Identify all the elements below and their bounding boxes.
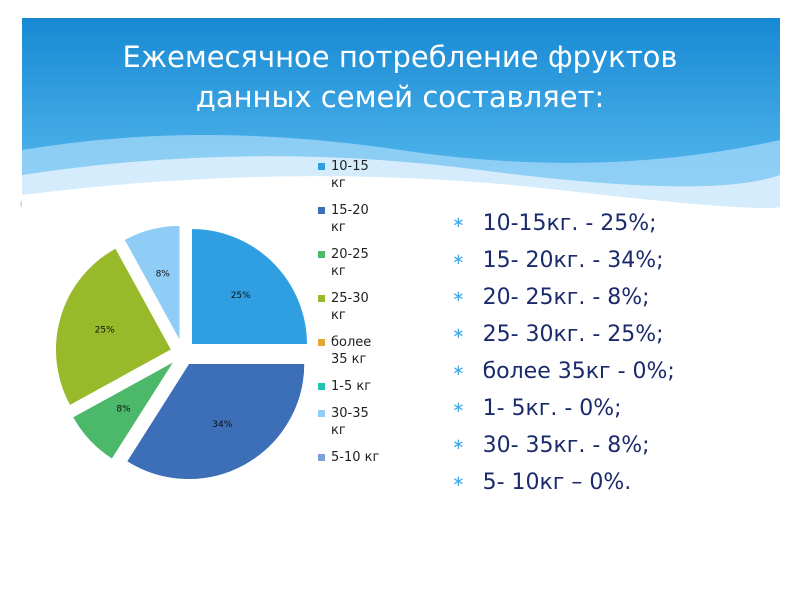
data-label: 8% xyxy=(156,269,171,279)
legend-item: 15-20 кг xyxy=(318,202,383,236)
bullet-list: 10-15кг. - 25%;15- 20кг. - 34%;20- 25кг.… xyxy=(452,204,675,500)
bullet-item: 1- 5кг. - 0%; xyxy=(452,389,675,426)
title: данных семей составляет: xyxy=(195,80,605,114)
bullet-item: 20- 25кг. - 8%; xyxy=(452,278,675,315)
bullet-item: 5- 10кг – 0%. xyxy=(452,463,675,500)
pie-slice xyxy=(125,363,306,480)
data-label: 25% xyxy=(231,291,251,301)
legend-swatch xyxy=(318,251,325,258)
pie-slice xyxy=(190,228,308,346)
legend-label: 20-25 кг xyxy=(331,247,369,279)
legend-label: 5-10 кг xyxy=(331,450,380,465)
legend-item: 20-25 кг xyxy=(318,246,383,280)
pie-chart: 25% 34% 8% 25% 8% xyxy=(55,224,308,480)
legend-item: 5-10 кг xyxy=(318,449,383,466)
legend-item: 30-35 кг xyxy=(318,405,383,439)
legend-swatch xyxy=(318,163,325,170)
legend-item: 10-15 кг xyxy=(318,158,383,192)
legend-label: 10-15 кг xyxy=(331,159,369,191)
legend-label: 15-20 кг xyxy=(331,203,369,235)
bullet-item: 25- 30кг. - 25%; xyxy=(452,315,675,352)
pie-slice xyxy=(71,360,175,460)
legend-swatch xyxy=(318,383,325,390)
title: Ежемесячное потребление фруктов xyxy=(122,40,678,74)
legend-swatch xyxy=(318,410,325,417)
data-label: 25% xyxy=(95,326,115,336)
bullet-item: 10-15кг. - 25%; xyxy=(452,204,675,241)
legend-label: 30-35 кг xyxy=(331,406,369,438)
legend-swatch xyxy=(318,454,325,461)
legend-swatch xyxy=(318,295,325,302)
legend-item: 1-5 кг xyxy=(318,378,383,395)
legend-item: 25-30 кг xyxy=(318,290,383,324)
pie-slice xyxy=(123,224,181,342)
pie-slice xyxy=(121,240,178,343)
legend-label: 25-30 кг xyxy=(331,291,369,323)
legend: 10-15 кг 15-20 кг 20-25 кг 25-30 кг более 35… xyxy=(318,158,383,466)
data-label: 8% xyxy=(116,404,131,414)
legend-swatch xyxy=(318,207,325,214)
pie-slice xyxy=(55,247,173,407)
bullet-item: 30- 35кг. - 8%; xyxy=(452,426,675,463)
data-label: 34% xyxy=(212,420,232,430)
bullet-item: более 35кг - 0%; xyxy=(452,352,675,389)
legend-swatch xyxy=(318,339,325,346)
bullet-item: 15- 20кг. - 34%; xyxy=(452,241,675,278)
legend-label: 1-5 кг xyxy=(331,379,372,394)
legend-label: более 35 кг xyxy=(331,335,372,367)
legend-item: более 35 кг xyxy=(318,334,383,368)
